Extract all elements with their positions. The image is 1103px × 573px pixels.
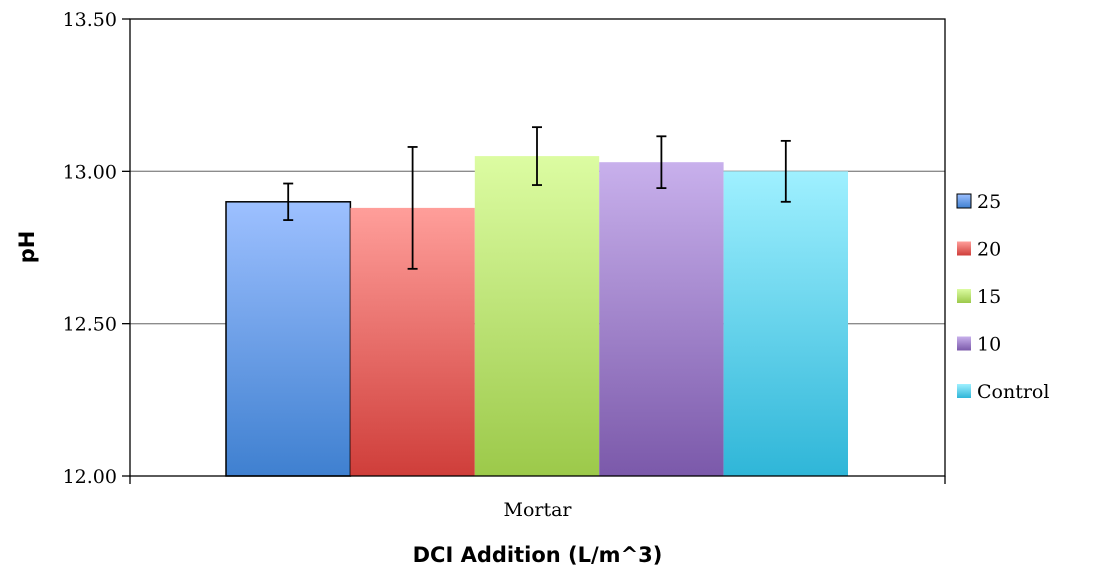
y-tick-label: 13.00 (63, 161, 117, 183)
legend: 25 20 15 10 Control (956, 191, 1049, 403)
error-bar-20 (407, 146, 418, 270)
legend-item-10: 10 (957, 334, 1001, 356)
legend-item-control: Control (957, 381, 1049, 403)
legend-swatch (957, 384, 971, 398)
error-bar-control (780, 139, 791, 203)
legend-item-25: 25 (956, 191, 1001, 213)
plot-area (129, 18, 946, 477)
legend-label: Control (977, 381, 1049, 403)
y-tick-label: 13.50 (63, 9, 117, 31)
legend-label: 10 (977, 334, 1001, 356)
bar-25 (225, 201, 352, 477)
legend-label: 25 (977, 191, 1001, 213)
bar-10 (599, 162, 724, 476)
error-bar-10 (656, 135, 667, 189)
legend-label: 20 (977, 239, 1001, 261)
bar-control (723, 171, 848, 477)
y-tick-label: 12.00 (63, 466, 117, 488)
legend-label: 15 (977, 286, 1001, 308)
legend-swatch (957, 336, 971, 351)
bar-15 (474, 156, 600, 476)
error-bar-25 (283, 182, 294, 221)
x-tick-label: Mortar (503, 499, 572, 521)
y-tick-label: 12.50 (63, 314, 117, 336)
legend-item-20: 20 (957, 239, 1001, 261)
y-axis-title: pH (15, 231, 39, 264)
x-axis-title: DCI Addition (L/m^3) (413, 543, 663, 567)
legend-swatch (957, 289, 971, 303)
error-bar-15 (532, 126, 542, 186)
legend-swatch (957, 241, 971, 256)
legend-item-15: 15 (957, 286, 1001, 308)
legend-swatch (956, 193, 972, 209)
